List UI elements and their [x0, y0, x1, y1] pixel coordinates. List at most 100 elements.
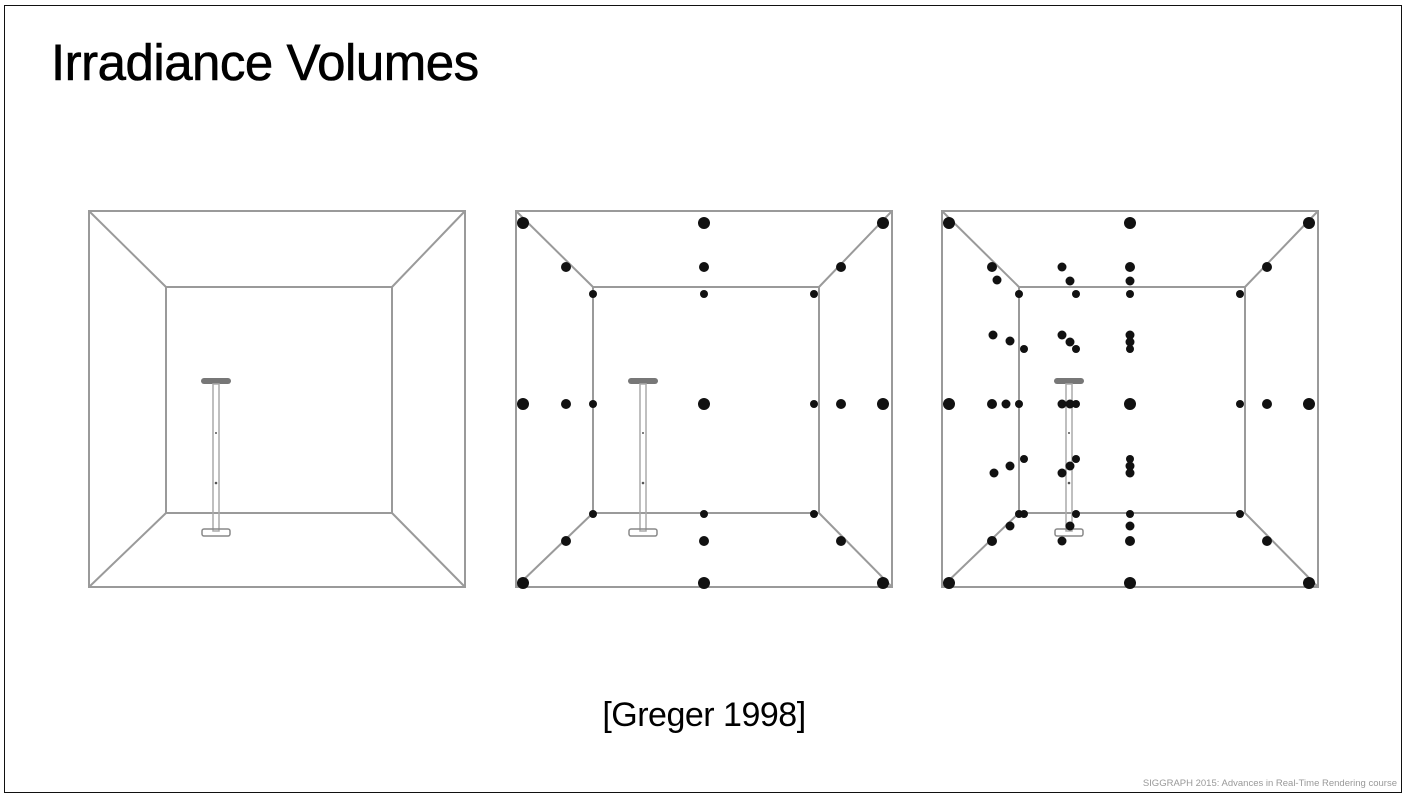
probe-dot: [989, 468, 999, 478]
probe-dot: [992, 275, 1002, 285]
probe-dot: [836, 262, 846, 272]
room-edge: [391, 210, 466, 288]
lamp-mark: [214, 481, 218, 485]
probe-dot: [561, 399, 571, 409]
probe-dot: [1125, 330, 1135, 340]
room-edge: [1244, 512, 1319, 588]
floor-lamp: [201, 378, 231, 537]
probe-dot: [1124, 217, 1136, 229]
probe-dot: [1072, 290, 1080, 298]
room-edge: [391, 512, 466, 588]
probe-dot: [1262, 536, 1272, 546]
probe-dot: [1125, 262, 1135, 272]
probe-dot: [1005, 521, 1015, 531]
probe-dot: [698, 398, 710, 410]
probe-dot: [1124, 577, 1136, 589]
probe-dot: [1001, 399, 1011, 409]
outer-wall: [88, 210, 466, 588]
probe-dot: [810, 400, 818, 408]
lamp-mark: [642, 432, 644, 434]
panel-adaptive-grid-room: [941, 210, 1319, 589]
citation-caption: [Greger 1998]: [602, 696, 806, 734]
lamp-mark: [215, 432, 217, 434]
probe-dot: [517, 217, 529, 229]
lamp-pole: [1065, 383, 1073, 532]
probe-dot: [589, 400, 597, 408]
room-edge: [88, 512, 167, 588]
probe-dot: [1015, 400, 1023, 408]
probe-dot: [517, 577, 529, 589]
probe-dot: [943, 217, 955, 229]
panel-empty-room: [88, 210, 466, 588]
probe-dot: [1057, 262, 1067, 272]
probe-dot: [1125, 276, 1135, 286]
probe-dot: [987, 262, 997, 272]
probe-dot: [810, 290, 818, 298]
probe-dot: [1125, 337, 1135, 347]
probe-dot: [517, 398, 529, 410]
room-edge: [818, 512, 893, 588]
probe-dot: [1125, 461, 1135, 471]
probe-dot: [1020, 455, 1028, 463]
probe-dot: [1065, 399, 1075, 409]
course-footer: SIGGRAPH 2015: Advances in Real-Time Ren…: [1142, 778, 1397, 789]
probe-dot: [987, 399, 997, 409]
probe-dot: [1057, 536, 1067, 546]
probe-dot: [1303, 577, 1315, 589]
probe-dot: [1125, 468, 1135, 478]
probe-dot: [1072, 400, 1080, 408]
probe-dot: [810, 510, 818, 518]
probe-dot: [561, 262, 571, 272]
probe-dot: [1072, 510, 1080, 518]
lamp-shade: [628, 378, 658, 384]
back-wall: [165, 286, 393, 514]
probe-dot: [1236, 400, 1244, 408]
probe-dot: [1125, 536, 1135, 546]
probe-dot: [698, 217, 710, 229]
slide-title: Irradiance Volumes: [51, 34, 480, 92]
probe-dot: [1303, 398, 1315, 410]
probe-dot: [1015, 290, 1023, 298]
slide: Irradiance Volumes [Greger 1998] SIGGRAP…: [4, 5, 1402, 793]
probe-dot: [877, 398, 889, 410]
probe-dot: [1065, 461, 1075, 471]
lamp-pole: [212, 383, 220, 532]
probe-dot: [1057, 399, 1067, 409]
room-edge: [515, 512, 594, 588]
probe-dot: [589, 290, 597, 298]
probe-dot: [877, 217, 889, 229]
irradiance-volume-diagram: [88, 210, 1319, 589]
probe-dot: [1236, 290, 1244, 298]
probe-dot: [1020, 345, 1028, 353]
probe-dot: [1262, 262, 1272, 272]
probe-dot: [1262, 399, 1272, 409]
lamp-base: [201, 528, 231, 537]
probe-dot: [699, 262, 709, 272]
lamp-pole: [639, 383, 647, 532]
floor-lamp: [628, 378, 658, 537]
panel-uniform-grid-room: [515, 210, 893, 589]
probe-dot: [943, 398, 955, 410]
lamp-mark: [1067, 481, 1071, 485]
probe-dot: [699, 536, 709, 546]
probe-dot: [1072, 345, 1080, 353]
probe-dot: [700, 510, 708, 518]
probe-dot: [1057, 330, 1067, 340]
probe-dot: [1020, 510, 1028, 518]
probe-dot: [943, 577, 955, 589]
probe-dot: [836, 536, 846, 546]
floor-lamp: [1054, 378, 1084, 537]
probe-dot: [1065, 521, 1075, 531]
probe-dot: [561, 536, 571, 546]
probe-dot: [1126, 510, 1134, 518]
probe-dot: [1126, 455, 1134, 463]
lamp-shade: [201, 378, 231, 384]
probe-dot: [1065, 337, 1075, 347]
probe-dot: [700, 290, 708, 298]
room-edge: [88, 210, 167, 288]
probe-dot: [987, 536, 997, 546]
lamp-mark: [1068, 432, 1070, 434]
probe-dot: [1124, 398, 1136, 410]
probe-dot: [1126, 345, 1134, 353]
probe-dot: [1303, 217, 1315, 229]
